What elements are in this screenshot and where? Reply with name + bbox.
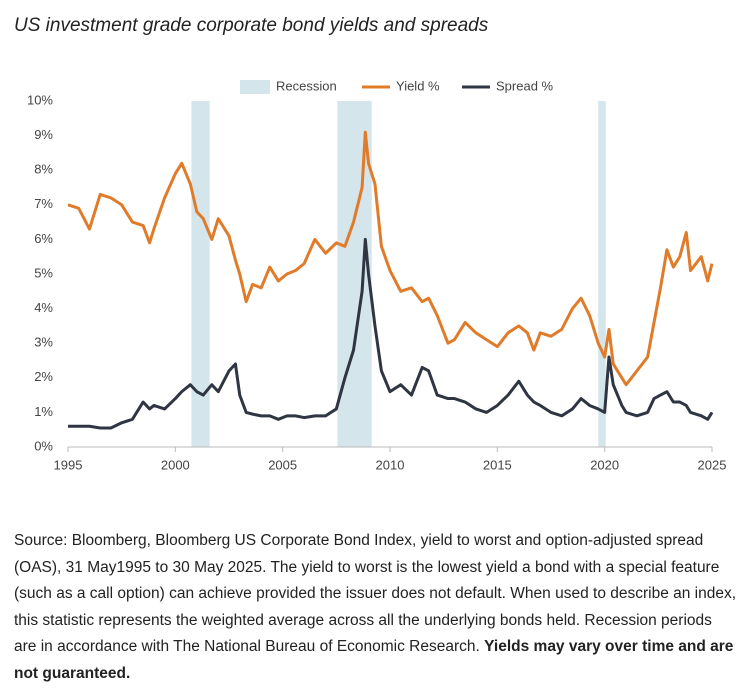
source-note: Source: Bloomberg, Bloomberg US Corporat… xyxy=(14,528,738,687)
x-tick-label: 2020 xyxy=(590,457,619,472)
chart-title: US investment grade corporate bond yield… xyxy=(14,15,489,36)
x-tick-label: 2000 xyxy=(161,457,190,472)
x-tick-label: 2005 xyxy=(268,457,297,472)
y-tick-label: 0% xyxy=(34,438,53,453)
legend-label: Yield % xyxy=(396,78,440,93)
y-tick-label: 10% xyxy=(27,92,53,107)
y-tick-label: 5% xyxy=(34,265,53,280)
series-line xyxy=(67,130,714,387)
legend-swatch xyxy=(240,80,270,94)
source-text: Source: Bloomberg, Bloomberg US Corporat… xyxy=(14,532,737,655)
source-bold: Yields may vary over time and are not gu… xyxy=(14,638,734,682)
series-line xyxy=(68,237,714,430)
chart: US investment grade corporate bond yield… xyxy=(14,15,727,472)
y-tick-label: 9% xyxy=(34,127,53,142)
legend-label: Recession xyxy=(276,78,337,93)
x-tick-label: 1995 xyxy=(54,457,83,472)
y-tick-label: 6% xyxy=(34,231,53,246)
x-tick-label: 2015 xyxy=(483,457,512,472)
y-tick-label: 7% xyxy=(34,196,53,211)
y-tick-label: 1% xyxy=(34,404,53,419)
x-tick-label: 2010 xyxy=(376,457,405,472)
y-tick-label: 2% xyxy=(34,369,53,384)
y-tick-label: 4% xyxy=(34,300,53,315)
y-tick-label: 8% xyxy=(34,162,53,177)
legend-label: Spread % xyxy=(496,78,554,93)
x-tick-label: 2025 xyxy=(698,457,727,472)
y-tick-label: 3% xyxy=(34,335,53,350)
recession-band xyxy=(191,101,210,447)
recession-band xyxy=(598,101,606,447)
